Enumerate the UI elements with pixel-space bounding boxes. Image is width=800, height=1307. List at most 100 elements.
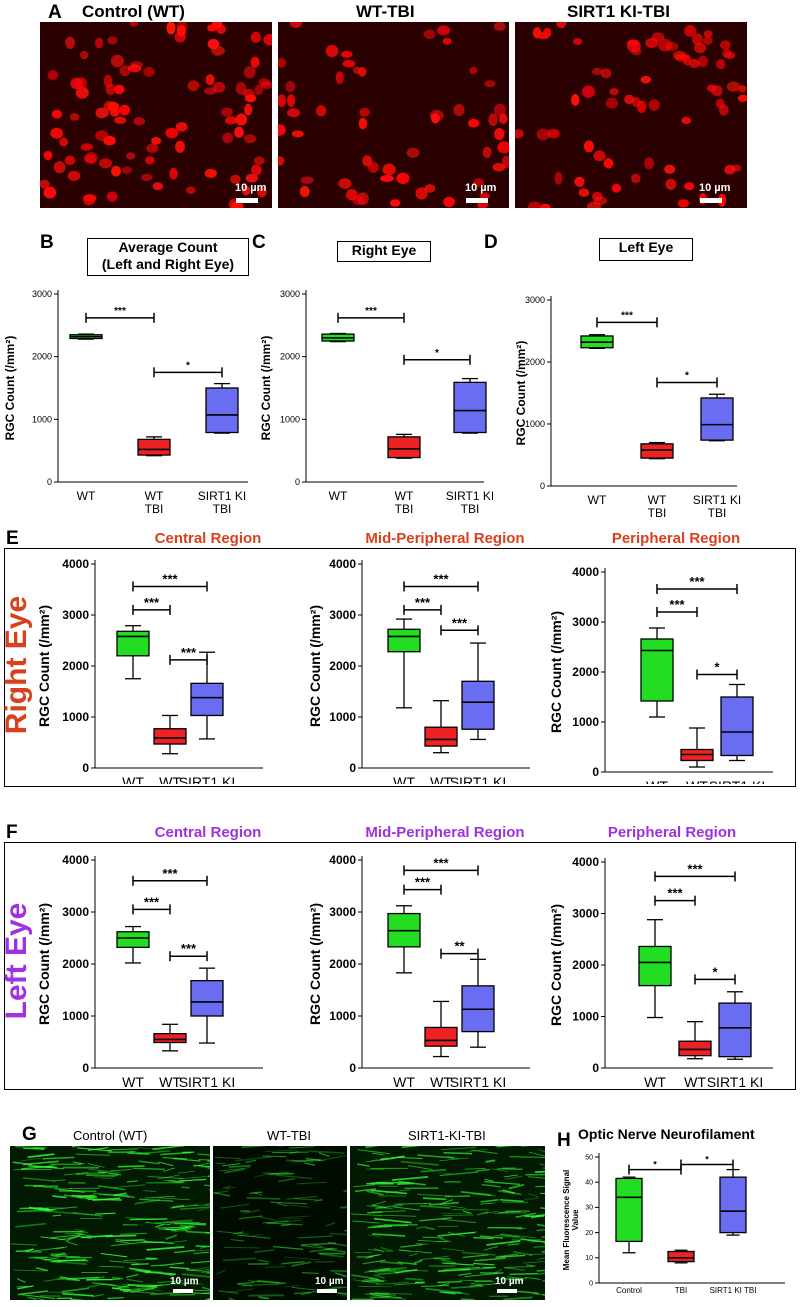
rgc-nucleus (130, 61, 143, 69)
neurofilament-fiber (15, 1250, 42, 1253)
neurofilament-fiber (66, 1241, 78, 1246)
f-region-mid-peripheral: Mid-Peripheral Region (365, 824, 525, 841)
neurofilament-fiber (500, 1277, 518, 1280)
neurofilament-fiber (126, 1180, 138, 1183)
rgc-nucleus (677, 199, 689, 208)
box-wt-tbi (640, 443, 674, 459)
neurofilament-fiber (401, 1146, 421, 1148)
neurofilament-fiber (201, 1291, 210, 1294)
neurofilament-fiber (37, 1297, 46, 1300)
y-axis-label: RGC Count (/mm²) (259, 336, 273, 441)
rgc-nucleus (222, 132, 234, 144)
neurofilament-fiber (113, 1184, 146, 1188)
neurofilament-fiber (528, 1176, 545, 1179)
y-tick-label: 2000 (32, 352, 52, 362)
rgc-nucleus (176, 25, 187, 37)
rgc-nucleus (493, 22, 506, 31)
neurofilament-fiber (222, 1185, 232, 1189)
neurofilament-fiber (233, 1231, 244, 1235)
neurofilament-fiber (144, 1195, 175, 1199)
rgc-nucleus (185, 186, 196, 194)
scale-bar (173, 1289, 193, 1293)
neurofilament-fiber (172, 1158, 201, 1162)
neurofilament-fiber (75, 1172, 105, 1175)
neurofilament-fiber (21, 1294, 56, 1299)
neurofilament-fiber (533, 1245, 545, 1248)
neurofilament-fiber (64, 1232, 89, 1235)
neurofilament-fiber (374, 1270, 397, 1273)
y-axis-label: Mean Fluorescence SignalValue (562, 1170, 580, 1270)
neurofilament-fiber (201, 1270, 210, 1273)
x-category-label: SIRT1 KI TBI (710, 1286, 757, 1295)
chart-left-mid-peripheral: RGC Count (/mm²)01000200030004000WTWTTBI… (307, 853, 530, 1088)
neurofilament-fiber (417, 1154, 455, 1159)
rgc-nucleus (125, 152, 136, 160)
y-tick-label: 4000 (62, 853, 89, 867)
neurofilament-fiber (71, 1194, 98, 1198)
rgc-nucleus (175, 122, 188, 132)
y-tick-label: 3000 (280, 289, 300, 299)
neurofilament-fiber (224, 1168, 245, 1174)
neurofilament-fiber (243, 1209, 261, 1215)
neurofilament-fiber (162, 1272, 174, 1276)
neurofilament-fiber (254, 1173, 269, 1178)
neurofilament-fiber (313, 1198, 324, 1203)
rgc-nucleus (443, 196, 455, 208)
neurofilament-fiber (496, 1278, 525, 1282)
neurofilament-fiber (351, 1213, 382, 1217)
rgc-nucleus (543, 27, 552, 38)
neurofilament-fiber (215, 1157, 241, 1159)
rgc-nucleus (726, 81, 741, 92)
neurofilament-fiber (528, 1253, 545, 1256)
rgc-nucleus (492, 162, 506, 172)
neurofilament-fiber (193, 1251, 209, 1254)
rgc-nucleus (479, 192, 491, 200)
neurofilament-fiber (284, 1256, 320, 1261)
box-wt-tbi (137, 438, 171, 456)
rgc-nucleus (497, 141, 509, 154)
neurofilament-fiber (241, 1146, 268, 1148)
y-tick-label: 4000 (62, 557, 89, 571)
neurofilament-fiber (203, 1184, 210, 1187)
neurofilament-fiber (375, 1281, 409, 1285)
rgc-nucleus (51, 109, 63, 119)
rgc-nucleus (716, 59, 726, 70)
neurofilament-fiber (146, 1246, 185, 1251)
y-axis-label: RGC Count (/mm²) (307, 903, 323, 1025)
rgc-nucleus (482, 146, 492, 158)
x-category-line: TBI (145, 502, 164, 516)
neurofilament-fiber (117, 1165, 145, 1168)
neurofilament-fiber (376, 1271, 401, 1276)
neurofilament-fiber (67, 1234, 81, 1241)
neurofilament-fiber (373, 1296, 407, 1300)
neurofilament-fiber (169, 1222, 200, 1224)
x-category-line: WT (648, 493, 667, 507)
neurofilament-fiber (371, 1204, 387, 1209)
y-tick-label: 1000 (525, 419, 545, 429)
neurofilament-fiber (300, 1242, 336, 1246)
neurofilament-fiber (158, 1161, 174, 1167)
neurofilament-fiber (351, 1274, 379, 1280)
neurofilament-fiber (285, 1284, 300, 1288)
neurofilament-fiber (66, 1276, 100, 1280)
y-axis-label: RGC Count (/mm²) (36, 903, 52, 1025)
rgc-nucleus (245, 173, 258, 183)
neurofilament-fiber (280, 1215, 311, 1219)
neurofilament-fiber (20, 1157, 42, 1162)
neurofilament-fiber (256, 1279, 287, 1284)
neurofilament-fiber (536, 1223, 545, 1227)
rgc-nucleus (244, 103, 253, 116)
neurofilament-fiber (75, 1229, 87, 1232)
y-tick-label: 30 (585, 1205, 593, 1212)
rgc-nucleus (468, 118, 480, 128)
rgc-nucleus (554, 171, 563, 185)
y-tick-label: 0 (47, 477, 52, 487)
rgc-nucleus (40, 179, 50, 189)
rgc-nucleus (129, 22, 139, 27)
rgc-nucleus (591, 67, 603, 76)
significance-label: * (653, 1160, 657, 1170)
rgc-nucleus (335, 71, 344, 84)
neurofilament-fiber (72, 1212, 103, 1217)
